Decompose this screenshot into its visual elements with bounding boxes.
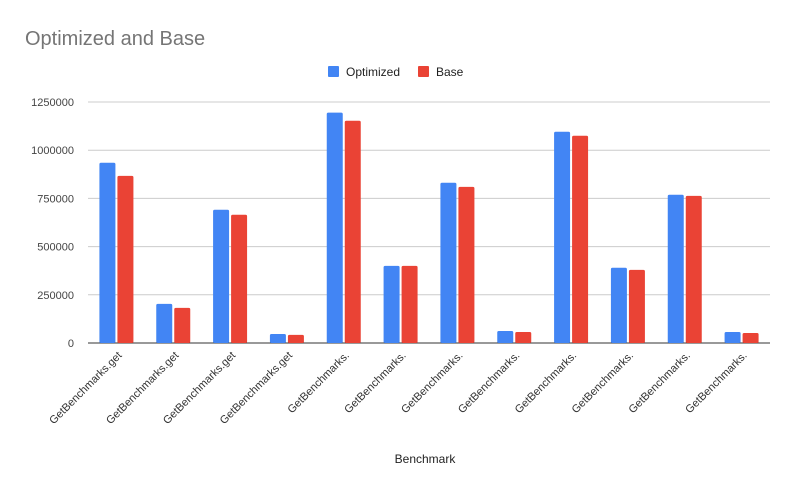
- bar-optimized: [269, 333, 286, 343]
- bar-optimized: [213, 209, 230, 343]
- bar-base: [401, 265, 418, 343]
- bar-optimized: [667, 194, 684, 343]
- bar-base: [344, 120, 361, 343]
- bar-base: [515, 332, 532, 343]
- bar-base: [117, 175, 134, 343]
- y-tick-label: 0: [68, 338, 74, 350]
- bar-base: [287, 334, 304, 343]
- x-tick-label: GetBenchmarks.: [342, 350, 408, 416]
- bar-base: [572, 135, 589, 343]
- x-tick-label: GetBenchmarks.: [456, 350, 522, 416]
- x-tick-labels: GetBenchmarks.getGetBenchmarks.getGetBen…: [47, 350, 749, 427]
- legend-swatch-optimized: [328, 66, 339, 77]
- bar-optimized: [440, 182, 457, 343]
- bar-base: [742, 332, 759, 343]
- legend-label-base: Base: [436, 65, 464, 79]
- y-tick-label: 1250000: [31, 97, 74, 109]
- bar-optimized: [99, 162, 116, 343]
- bars: [99, 112, 759, 343]
- gridlines: 0 250000 500000 750000 1000000 1250000: [31, 97, 770, 350]
- bar-optimized: [383, 265, 400, 343]
- bar-optimized: [497, 331, 514, 343]
- x-tick-label: GetBenchmarks.: [570, 350, 636, 416]
- x-axis-label: Benchmark: [395, 452, 457, 466]
- bar-optimized: [156, 303, 173, 343]
- chart-title: Optimized and Base: [25, 28, 205, 50]
- x-tick-label: GetBenchmarks.: [513, 350, 579, 416]
- x-tick-label: GetBenchmarks.: [626, 350, 692, 416]
- bar-optimized: [610, 267, 627, 343]
- y-tick-label: 750000: [37, 193, 74, 205]
- bar-optimized: [724, 332, 741, 343]
- bar-base: [685, 195, 702, 343]
- legend-swatch-base: [418, 66, 429, 77]
- bar-base: [174, 307, 191, 343]
- y-tick-label: 500000: [37, 242, 74, 254]
- y-tick-label: 1000000: [31, 145, 74, 157]
- x-tick-label: GetBenchmarks.: [683, 350, 749, 416]
- bar-base: [231, 214, 248, 343]
- bar-optimized: [554, 131, 571, 343]
- bar-base: [628, 269, 645, 343]
- bar-base: [458, 186, 475, 343]
- y-tick-label: 250000: [37, 290, 74, 302]
- x-tick-label: GetBenchmarks.: [399, 350, 465, 416]
- legend: Optimized Base: [328, 65, 464, 79]
- x-tick-label: GetBenchmarks.: [285, 350, 351, 416]
- bar-optimized: [326, 112, 343, 343]
- legend-label-optimized: Optimized: [346, 65, 400, 79]
